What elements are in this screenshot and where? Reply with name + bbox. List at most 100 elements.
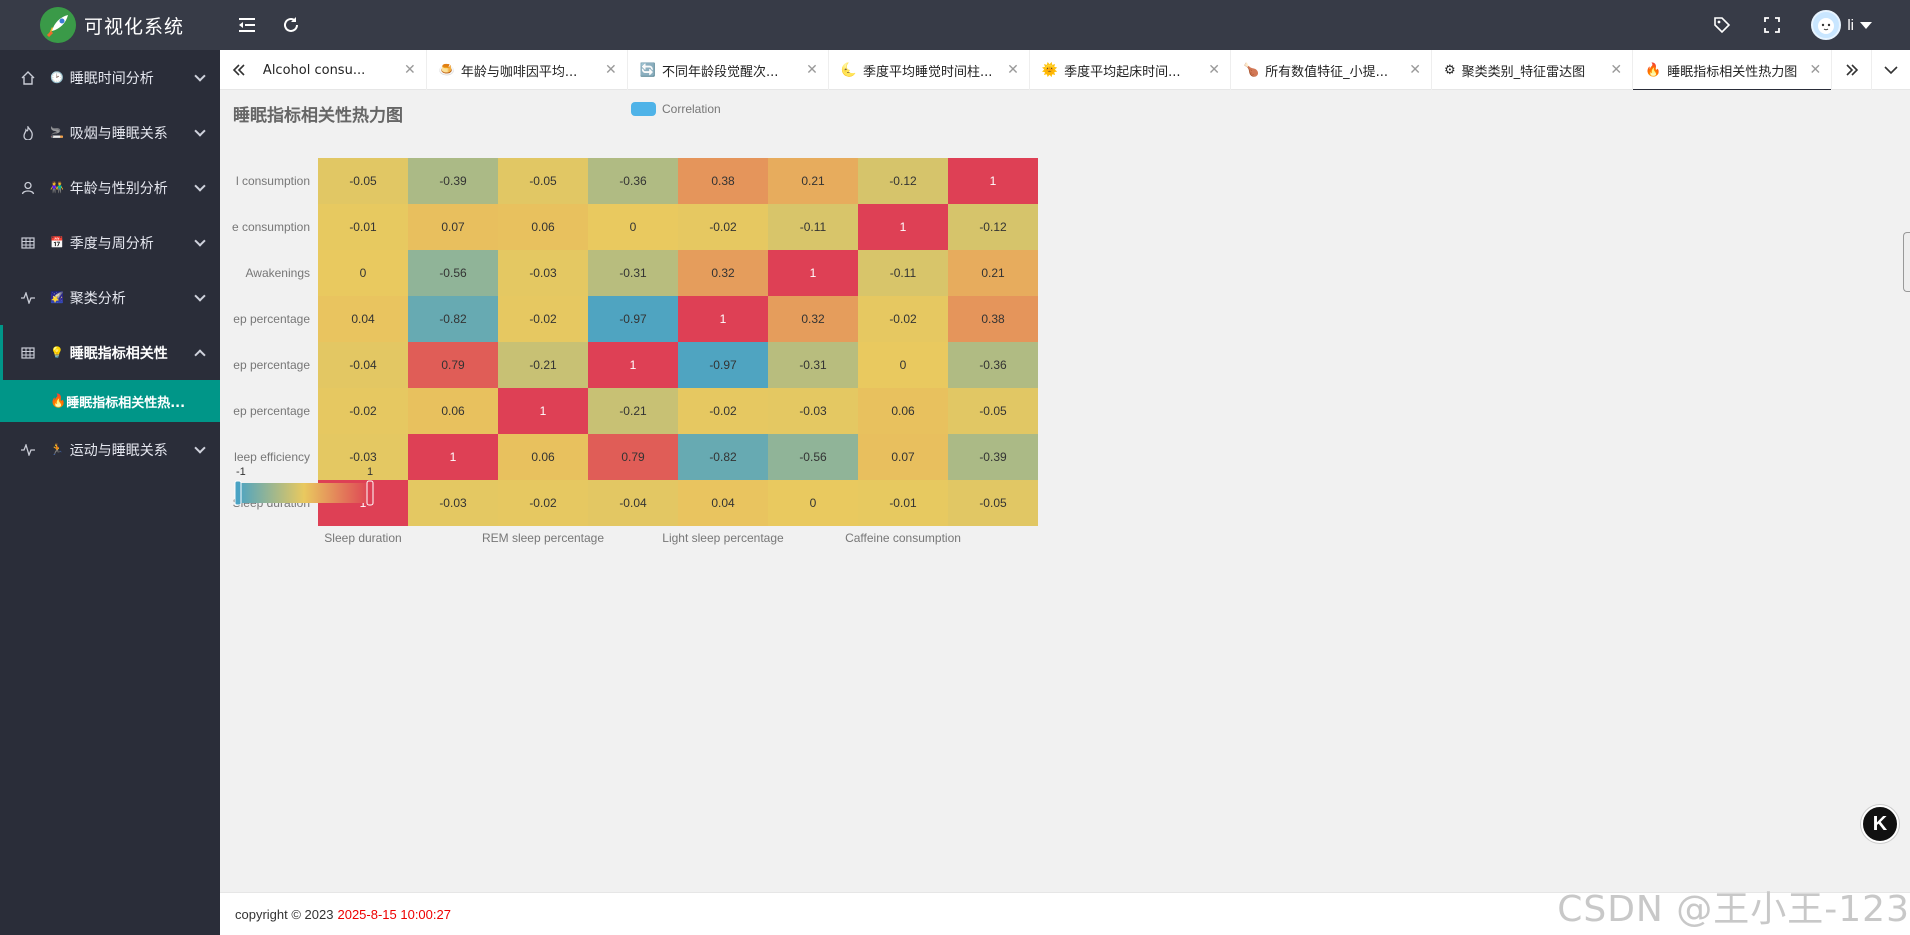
heatmap-cell[interactable] (858, 388, 948, 434)
heatmap-cell[interactable] (858, 250, 948, 296)
heatmap-cell[interactable] (498, 296, 588, 342)
sidebar-item-exercise[interactable]: 🏃 运动与睡眠关系 (0, 422, 220, 477)
heatmap-cell[interactable] (678, 434, 768, 480)
heatmap-cell-label: 0.38 (711, 174, 735, 188)
heatmap-cell[interactable] (498, 480, 588, 526)
heatmap-cell[interactable] (678, 480, 768, 526)
sidebar-item-age-gender[interactable]: 👫 年龄与性别分析 (0, 160, 220, 215)
heatmap-cell[interactable] (318, 342, 408, 388)
close-icon[interactable]: ✕ (1007, 62, 1019, 78)
heatmap-cell[interactable] (858, 434, 948, 480)
heatmap-cell[interactable] (318, 250, 408, 296)
close-icon[interactable]: ✕ (403, 62, 416, 78)
heatmap-cell[interactable] (768, 158, 858, 204)
side-scroll-handle[interactable] (1903, 232, 1910, 292)
sidebar-subitem-heatmap[interactable]: 🔥 睡眠指标相关性热... (0, 380, 220, 422)
heatmap-cell[interactable] (498, 342, 588, 388)
menu-fold-icon[interactable] (236, 14, 258, 36)
tab-alcohol[interactable]: Alcohol consu... ✕ (259, 50, 427, 90)
heatmap-cell[interactable] (948, 388, 1038, 434)
close-icon[interactable]: ✕ (1409, 62, 1421, 78)
close-icon[interactable]: ✕ (1809, 62, 1822, 78)
heatmap-cell[interactable] (408, 296, 498, 342)
heatmap-cell[interactable] (318, 204, 408, 250)
heatmap-cell[interactable] (588, 434, 678, 480)
heatmap-cell[interactable] (408, 158, 498, 204)
chart-legend[interactable]: Correlation (631, 102, 721, 116)
tab-age-caffeine[interactable]: 🍮 年龄与咖啡因平均... ✕ (427, 50, 628, 90)
heatmap-cell[interactable] (408, 434, 498, 480)
user-menu[interactable]: li (1811, 10, 1872, 40)
heatmap-cell[interactable] (768, 250, 858, 296)
heatmap-cell[interactable] (498, 388, 588, 434)
heatmap-cell[interactable] (318, 434, 408, 480)
heatmap-cell[interactable] (588, 250, 678, 296)
sidebar-item-correlation[interactable]: 💡 睡眠指标相关性 (0, 325, 220, 380)
heatmap-cell[interactable] (678, 204, 768, 250)
heatmap-cell[interactable] (588, 342, 678, 388)
tab-scroll-right-icon[interactable] (1832, 50, 1871, 90)
sidebar-item-cluster[interactable]: 🌠 聚类分析 (0, 270, 220, 325)
heatmap-cell[interactable] (498, 158, 588, 204)
refresh-icon[interactable] (280, 14, 302, 36)
close-icon[interactable]: ✕ (605, 62, 617, 78)
heatmap-cell[interactable] (318, 296, 408, 342)
heatmap-cell[interactable] (858, 296, 948, 342)
floating-k-button[interactable]: K (1861, 805, 1899, 843)
fullscreen-icon[interactable] (1761, 14, 1783, 36)
heatmap-cell[interactable] (408, 204, 498, 250)
heatmap-cell[interactable] (678, 342, 768, 388)
tab-radar[interactable]: ⚙ 聚类类别_特征雷达图 ✕ (1432, 50, 1634, 90)
heatmap-cell[interactable] (948, 204, 1038, 250)
heatmap-cell[interactable] (858, 480, 948, 526)
close-icon[interactable]: ✕ (1610, 62, 1623, 78)
tag-icon[interactable] (1711, 14, 1733, 36)
heatmap-cell[interactable] (588, 158, 678, 204)
heatmap-cell[interactable] (498, 204, 588, 250)
heatmap-cell[interactable] (858, 342, 948, 388)
heatmap-cell[interactable] (768, 296, 858, 342)
heatmap-cell[interactable] (768, 342, 858, 388)
heatmap-cell[interactable] (408, 250, 498, 296)
heatmap-cell[interactable] (948, 158, 1038, 204)
tab-scroll-left-icon[interactable] (220, 50, 259, 90)
heatmap-cell[interactable] (408, 388, 498, 434)
heatmap-cell[interactable] (858, 158, 948, 204)
heatmap-cell[interactable] (408, 342, 498, 388)
heatmap-cell[interactable] (768, 204, 858, 250)
tab-age-awakenings[interactable]: 🔄 不同年龄段觉醒次... ✕ (628, 50, 829, 90)
heatmap-cell[interactable] (678, 158, 768, 204)
heatmap-cell[interactable] (588, 480, 678, 526)
heatmap-cell[interactable] (948, 296, 1038, 342)
heatmap-cell[interactable] (408, 480, 498, 526)
heatmap-cell[interactable] (588, 296, 678, 342)
heatmap-cell[interactable] (678, 296, 768, 342)
heatmap-cell[interactable] (948, 250, 1038, 296)
heatmap-cell[interactable] (678, 250, 768, 296)
brand[interactable]: 可视化系统 (0, 0, 220, 50)
heatmap-cell[interactable] (768, 480, 858, 526)
tab-violin[interactable]: 🍗 所有数值特征_小提... ✕ (1231, 50, 1432, 90)
heatmap-cell[interactable] (498, 250, 588, 296)
heatmap-cell[interactable] (948, 434, 1038, 480)
heatmap-cell[interactable] (768, 388, 858, 434)
heatmap-cell[interactable] (498, 434, 588, 480)
heatmap-cell[interactable] (948, 480, 1038, 526)
tab-season-waketime[interactable]: 🌞 季度平均起床时间... ✕ (1030, 50, 1231, 90)
heatmap-cell[interactable] (858, 204, 948, 250)
tab-heatmap[interactable]: 🔥 睡眠指标相关性热力图 ✕ (1633, 50, 1833, 91)
sidebar-item-sleep-time[interactable]: 🕑 睡眠时间分析 (0, 50, 220, 105)
heatmap-cell[interactable] (318, 388, 408, 434)
heatmap-cell[interactable] (318, 158, 408, 204)
close-icon[interactable]: ✕ (1208, 62, 1220, 78)
heatmap-cell[interactable] (588, 204, 678, 250)
close-icon[interactable]: ✕ (806, 62, 818, 78)
heatmap-cell[interactable] (768, 434, 858, 480)
heatmap-cell[interactable] (948, 342, 1038, 388)
sidebar-item-season-week[interactable]: 📅 季度与周分析 (0, 215, 220, 270)
heatmap-cell[interactable] (588, 388, 678, 434)
tab-dropdown-icon[interactable] (1871, 50, 1910, 90)
heatmap-cell[interactable] (678, 388, 768, 434)
sidebar-item-smoking[interactable]: 🚬 吸烟与睡眠关系 (0, 105, 220, 160)
tab-season-bedtime[interactable]: 🌜 季度平均睡觉时间柱... ✕ (829, 50, 1030, 90)
